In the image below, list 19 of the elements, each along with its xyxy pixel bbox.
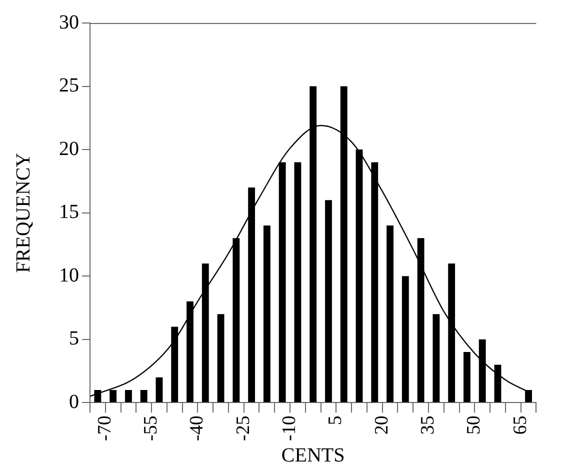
y-tick-label: 5	[69, 328, 79, 350]
x-tick-label: -70	[94, 416, 116, 441]
y-tick-label: 15	[59, 201, 79, 224]
x-tick-label: 50	[464, 416, 485, 435]
y-tick-label: 20	[59, 138, 79, 160]
x-tick-label: 5	[325, 416, 346, 426]
x-tick-label: 65	[510, 416, 531, 435]
y-tick-label: 25	[59, 74, 79, 97]
x-tick-label: -10	[279, 416, 300, 441]
x-tick-label: -25	[232, 416, 254, 441]
y-tick-label: 0	[69, 390, 79, 413]
y-tick-label: 30	[59, 11, 79, 34]
x-axis-title: CENTS	[281, 444, 345, 466]
x-tick-label: 35	[417, 416, 438, 435]
x-tick-label: -55	[140, 416, 162, 441]
x-tick-label: 20	[371, 416, 392, 435]
y-axis-title: FREQUENCY	[12, 152, 34, 273]
y-tick-label: 10	[59, 264, 79, 286]
x-tick-label: -40	[186, 416, 208, 441]
